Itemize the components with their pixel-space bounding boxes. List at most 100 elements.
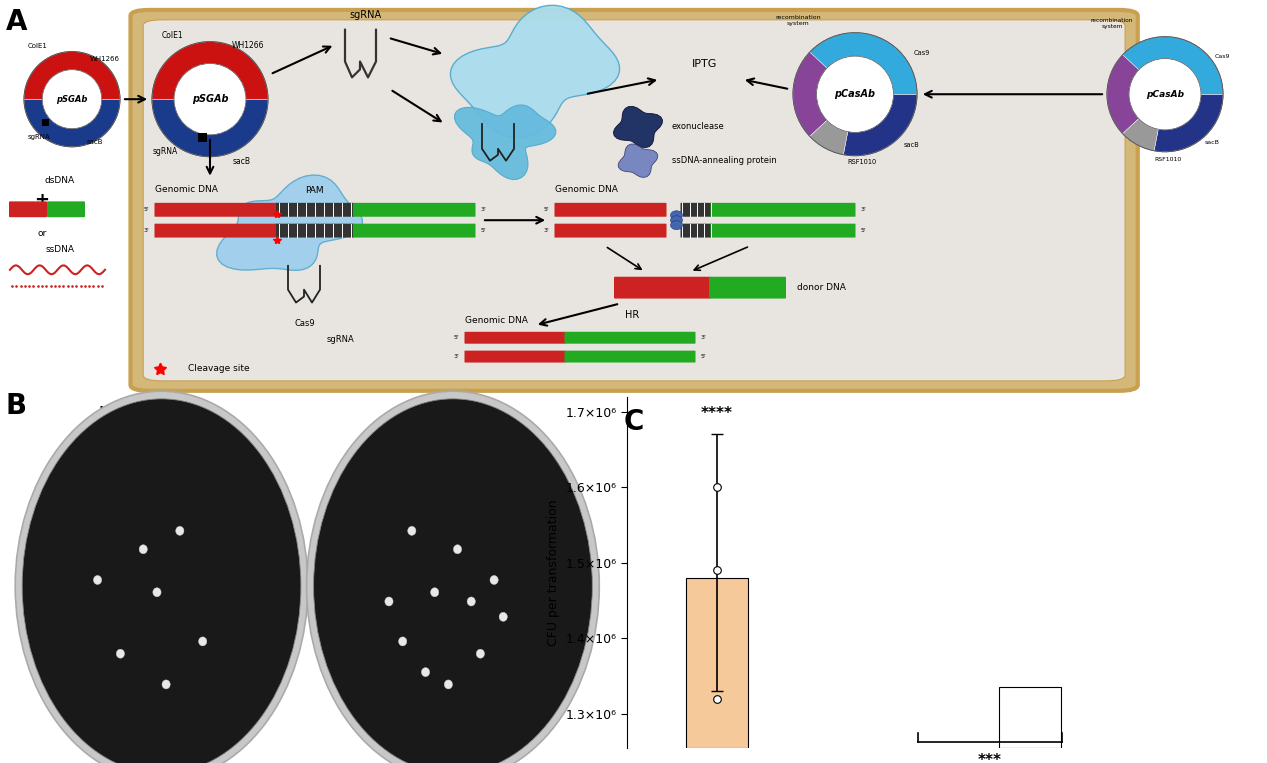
Ellipse shape bbox=[22, 399, 302, 763]
Wedge shape bbox=[844, 95, 917, 156]
Circle shape bbox=[139, 545, 147, 554]
Text: 3': 3' bbox=[454, 354, 459, 359]
Wedge shape bbox=[1123, 37, 1223, 95]
Polygon shape bbox=[455, 105, 556, 179]
Bar bbox=[685, 578, 748, 748]
Text: recombination
system: recombination system bbox=[1091, 18, 1133, 29]
FancyBboxPatch shape bbox=[614, 277, 711, 298]
FancyBboxPatch shape bbox=[711, 203, 855, 217]
Text: RSF1010: RSF1010 bbox=[848, 159, 877, 165]
Wedge shape bbox=[1154, 95, 1223, 152]
FancyBboxPatch shape bbox=[565, 332, 696, 343]
Text: ColE1: ColE1 bbox=[161, 31, 182, 40]
Ellipse shape bbox=[670, 221, 683, 230]
Ellipse shape bbox=[307, 391, 599, 763]
Circle shape bbox=[399, 637, 407, 646]
Circle shape bbox=[793, 33, 917, 156]
Text: sgRNA: sgRNA bbox=[28, 134, 51, 140]
Text: C: C bbox=[623, 408, 644, 436]
Circle shape bbox=[454, 545, 461, 554]
Text: 3': 3' bbox=[701, 335, 707, 340]
Text: Cas9: Cas9 bbox=[1214, 53, 1230, 59]
Text: donor DNA: donor DNA bbox=[797, 283, 846, 292]
Text: lambda-Red: lambda-Red bbox=[407, 406, 499, 420]
Circle shape bbox=[94, 575, 101, 584]
Wedge shape bbox=[152, 42, 269, 99]
Text: Genomic DNA: Genomic DNA bbox=[555, 185, 618, 195]
Ellipse shape bbox=[15, 391, 308, 763]
Text: sacB: sacB bbox=[233, 156, 251, 166]
Circle shape bbox=[422, 668, 430, 677]
Y-axis label: CFU per transformation: CFU per transformation bbox=[547, 499, 560, 645]
Polygon shape bbox=[450, 5, 620, 137]
Circle shape bbox=[385, 597, 393, 606]
Circle shape bbox=[176, 526, 184, 536]
FancyBboxPatch shape bbox=[155, 224, 277, 237]
Text: 3': 3' bbox=[481, 208, 487, 212]
Text: 3': 3' bbox=[544, 228, 549, 233]
Text: Genomic DNA: Genomic DNA bbox=[155, 185, 218, 195]
Text: Cleavage site: Cleavage site bbox=[188, 365, 250, 373]
Text: or: or bbox=[37, 229, 47, 237]
FancyBboxPatch shape bbox=[131, 10, 1138, 391]
Circle shape bbox=[499, 613, 507, 621]
Text: B: B bbox=[5, 392, 27, 420]
Text: sacB: sacB bbox=[86, 139, 103, 145]
Circle shape bbox=[431, 588, 438, 597]
Text: dsDNA: dsDNA bbox=[44, 176, 75, 185]
Text: ssDNA: ssDNA bbox=[46, 246, 75, 254]
Polygon shape bbox=[613, 106, 663, 148]
Circle shape bbox=[152, 42, 269, 156]
Wedge shape bbox=[1123, 119, 1158, 151]
FancyBboxPatch shape bbox=[555, 224, 666, 237]
Text: sacB: sacB bbox=[905, 142, 920, 148]
FancyBboxPatch shape bbox=[710, 277, 786, 298]
Circle shape bbox=[199, 637, 207, 646]
Text: 5': 5' bbox=[481, 228, 487, 233]
FancyBboxPatch shape bbox=[47, 201, 85, 217]
FancyBboxPatch shape bbox=[711, 224, 855, 237]
Wedge shape bbox=[793, 52, 827, 137]
FancyBboxPatch shape bbox=[680, 224, 712, 237]
Wedge shape bbox=[810, 33, 917, 95]
Wedge shape bbox=[152, 99, 269, 156]
Text: 3': 3' bbox=[143, 228, 150, 233]
Polygon shape bbox=[217, 175, 362, 270]
FancyBboxPatch shape bbox=[9, 201, 47, 217]
Text: WH1266: WH1266 bbox=[232, 40, 265, 50]
Circle shape bbox=[24, 52, 120, 146]
Bar bbox=[198, 133, 207, 142]
FancyBboxPatch shape bbox=[565, 351, 696, 362]
Wedge shape bbox=[24, 52, 120, 99]
Polygon shape bbox=[618, 144, 658, 178]
Text: 5': 5' bbox=[701, 354, 707, 359]
Ellipse shape bbox=[314, 399, 592, 763]
Circle shape bbox=[445, 680, 452, 689]
Text: sgRNA: sgRNA bbox=[348, 10, 381, 20]
Text: 5': 5' bbox=[454, 335, 459, 340]
Text: sgRNA: sgRNA bbox=[152, 146, 177, 156]
Ellipse shape bbox=[670, 211, 683, 220]
Text: Cas9: Cas9 bbox=[295, 320, 315, 328]
Text: HR: HR bbox=[625, 311, 640, 320]
Text: No recombinase: No recombinase bbox=[99, 406, 224, 420]
Wedge shape bbox=[24, 99, 120, 146]
Text: exonuclease: exonuclease bbox=[672, 123, 725, 131]
Text: ColE1: ColE1 bbox=[28, 43, 48, 49]
Ellipse shape bbox=[670, 216, 683, 224]
Text: 5': 5' bbox=[143, 208, 150, 212]
Text: pCasAb: pCasAb bbox=[835, 89, 875, 99]
Wedge shape bbox=[1107, 55, 1139, 134]
Text: RSF1010: RSF1010 bbox=[1154, 156, 1182, 162]
Text: recombination
system: recombination system bbox=[775, 15, 821, 26]
FancyBboxPatch shape bbox=[465, 351, 565, 362]
Text: 3': 3' bbox=[862, 208, 867, 212]
Circle shape bbox=[408, 526, 416, 536]
Text: sacB: sacB bbox=[1205, 140, 1219, 145]
Text: 5': 5' bbox=[862, 228, 867, 233]
Text: Cas9: Cas9 bbox=[914, 50, 930, 56]
Text: Genomic DNA: Genomic DNA bbox=[465, 317, 528, 325]
Text: ssDNA-annealing protein: ssDNA-annealing protein bbox=[672, 156, 777, 165]
FancyBboxPatch shape bbox=[155, 203, 277, 217]
Text: IPTG: IPTG bbox=[692, 60, 717, 69]
